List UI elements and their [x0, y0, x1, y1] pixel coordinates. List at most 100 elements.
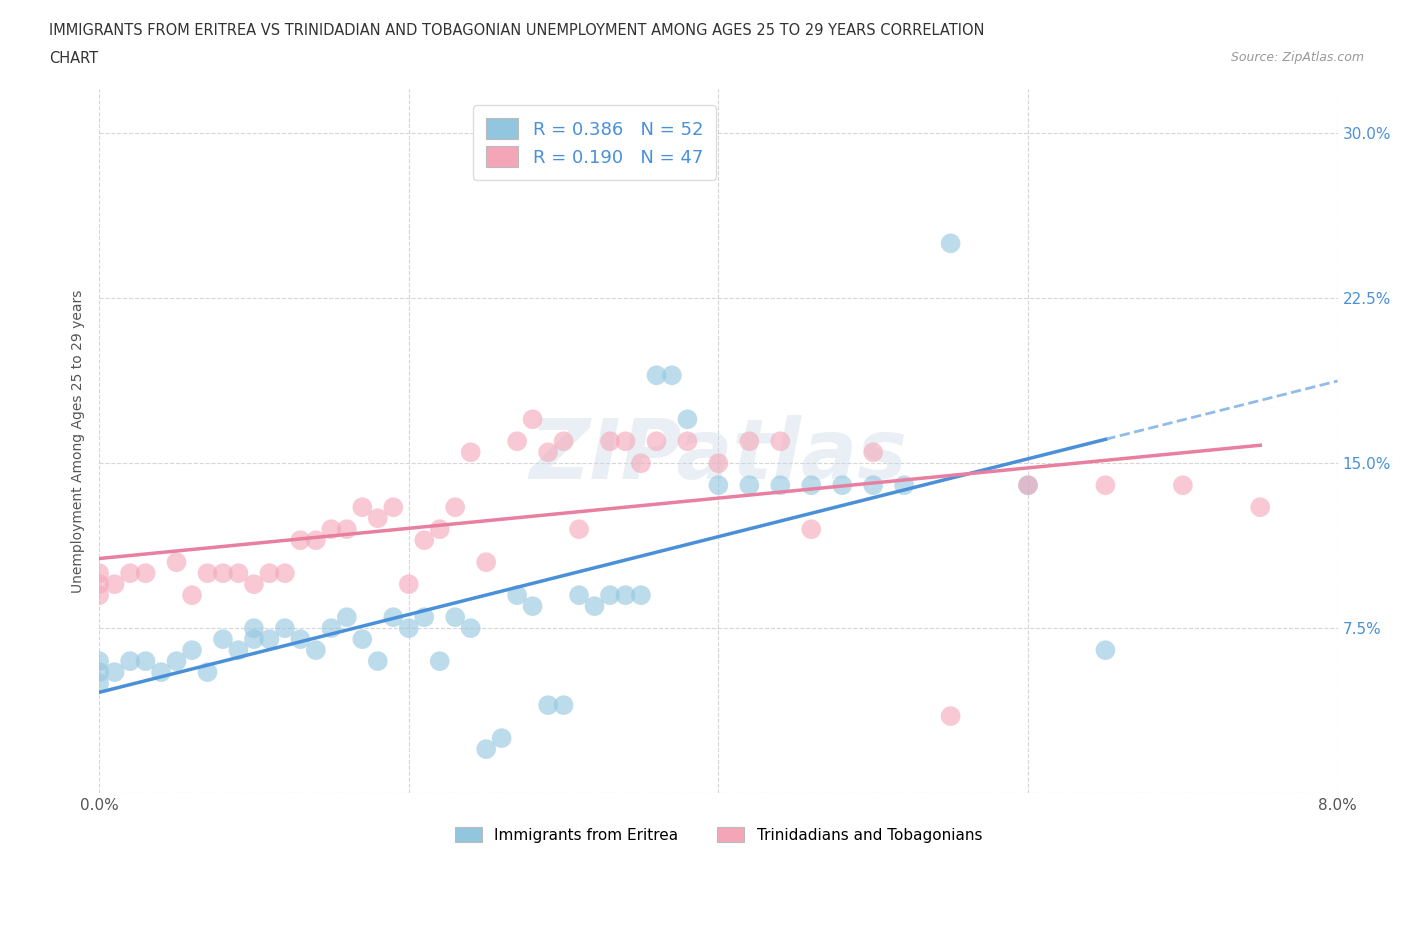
Point	[506, 433, 529, 448]
Legend: Immigrants from Eritrea, Trinidadians and Tobagonians: Immigrants from Eritrea, Trinidadians an…	[449, 820, 988, 849]
Point	[120, 654, 142, 669]
Point	[1171, 478, 1194, 493]
Point	[398, 577, 420, 591]
Point	[228, 643, 250, 658]
Point	[212, 565, 235, 580]
Point	[274, 620, 297, 635]
Point	[676, 433, 699, 448]
Point	[645, 368, 668, 383]
Point	[862, 478, 884, 493]
Point	[738, 433, 761, 448]
Point	[738, 478, 761, 493]
Point	[429, 522, 451, 537]
Point	[89, 654, 111, 669]
Point	[305, 643, 328, 658]
Text: Source: ZipAtlas.com: Source: ZipAtlas.com	[1230, 51, 1364, 64]
Point	[413, 533, 436, 548]
Point	[382, 610, 405, 625]
Point	[166, 654, 188, 669]
Point	[444, 499, 467, 514]
Point	[367, 654, 389, 669]
Point	[475, 555, 498, 570]
Point	[1249, 499, 1271, 514]
Point	[398, 620, 420, 635]
Point	[336, 522, 359, 537]
Point	[104, 665, 127, 680]
Text: IMMIGRANTS FROM ERITREA VS TRINIDADIAN AND TOBAGONIAN UNEMPLOYMENT AMONG AGES 25: IMMIGRANTS FROM ERITREA VS TRINIDADIAN A…	[49, 23, 984, 38]
Point	[290, 631, 312, 646]
Point	[800, 478, 823, 493]
Point	[599, 433, 621, 448]
Point	[831, 478, 853, 493]
Point	[429, 654, 451, 669]
Point	[800, 522, 823, 537]
Point	[707, 478, 730, 493]
Point	[1094, 478, 1116, 493]
Point	[1017, 478, 1039, 493]
Point	[460, 445, 482, 459]
Point	[583, 599, 606, 614]
Point	[243, 620, 266, 635]
Point	[259, 631, 281, 646]
Point	[166, 555, 188, 570]
Point	[336, 610, 359, 625]
Point	[135, 565, 157, 580]
Point	[212, 631, 235, 646]
Point	[522, 599, 544, 614]
Point	[197, 565, 219, 580]
Point	[460, 620, 482, 635]
Point	[1017, 478, 1039, 493]
Point	[707, 456, 730, 471]
Y-axis label: Unemployment Among Ages 25 to 29 years: Unemployment Among Ages 25 to 29 years	[72, 289, 86, 593]
Point	[769, 433, 792, 448]
Point	[676, 412, 699, 427]
Point	[135, 654, 157, 669]
Point	[120, 565, 142, 580]
Point	[661, 368, 683, 383]
Point	[568, 522, 591, 537]
Point	[89, 577, 111, 591]
Point	[181, 588, 204, 603]
Point	[150, 665, 173, 680]
Point	[321, 620, 343, 635]
Point	[352, 631, 374, 646]
Point	[89, 676, 111, 691]
Point	[553, 433, 575, 448]
Point	[104, 577, 127, 591]
Point	[862, 445, 884, 459]
Point	[614, 433, 637, 448]
Point	[352, 499, 374, 514]
Point	[181, 643, 204, 658]
Point	[243, 631, 266, 646]
Point	[444, 610, 467, 625]
Point	[645, 433, 668, 448]
Point	[290, 533, 312, 548]
Point	[89, 588, 111, 603]
Point	[228, 565, 250, 580]
Point	[1094, 643, 1116, 658]
Point	[522, 412, 544, 427]
Point	[769, 478, 792, 493]
Point	[537, 445, 560, 459]
Point	[475, 741, 498, 756]
Text: CHART: CHART	[49, 51, 98, 66]
Point	[630, 456, 652, 471]
Point	[939, 709, 962, 724]
Point	[259, 565, 281, 580]
Point	[537, 698, 560, 712]
Text: ZIPatlas: ZIPatlas	[530, 415, 907, 496]
Point	[367, 511, 389, 525]
Point	[630, 588, 652, 603]
Point	[321, 522, 343, 537]
Point	[568, 588, 591, 603]
Point	[382, 499, 405, 514]
Point	[506, 588, 529, 603]
Point	[553, 698, 575, 712]
Point	[197, 665, 219, 680]
Point	[89, 665, 111, 680]
Point	[939, 236, 962, 251]
Point	[599, 588, 621, 603]
Point	[614, 588, 637, 603]
Point	[89, 565, 111, 580]
Point	[413, 610, 436, 625]
